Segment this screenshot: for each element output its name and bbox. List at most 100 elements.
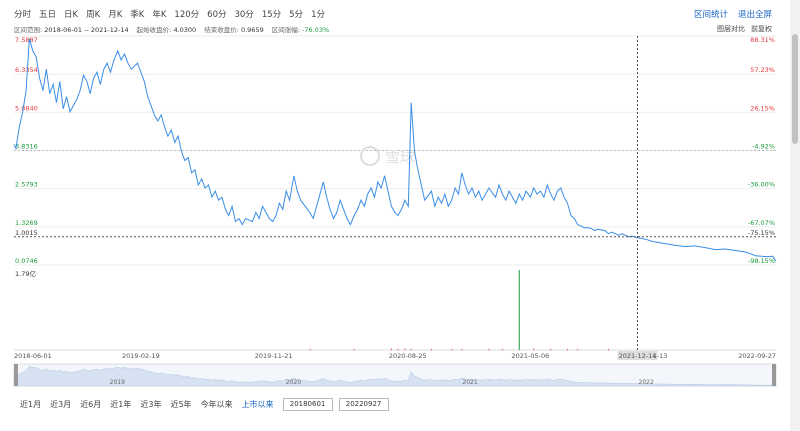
volume-bar bbox=[550, 349, 552, 350]
date-to-input[interactable]: 20220927 bbox=[338, 398, 389, 411]
pct-tick-label: 26.15% bbox=[750, 104, 775, 112]
volume-bar bbox=[404, 348, 406, 350]
change-label: 区间涨幅: bbox=[271, 26, 300, 34]
range-btn-7[interactable]: 上市以来 bbox=[241, 400, 274, 409]
price-tick-label: 1.3269 bbox=[15, 219, 38, 227]
range-btn-4[interactable]: 近3年 bbox=[140, 400, 162, 409]
volume-bar bbox=[577, 349, 579, 350]
period-tab-5[interactable]: 季K bbox=[130, 10, 145, 20]
navigator-year-label: 2020 bbox=[286, 379, 301, 386]
pct-tick-label: -67.07% bbox=[748, 219, 775, 227]
pct-tick-label: -4.92% bbox=[752, 143, 775, 151]
price-axis: 7.5887 6.3354 5.0840 3.8316 2.5793 1.3269 1.00… bbox=[15, 36, 38, 278]
navigator-area bbox=[13, 365, 777, 387]
volume-bar bbox=[309, 349, 311, 350]
period-tab-4[interactable]: 月K bbox=[108, 10, 123, 20]
period-tab-2[interactable]: 日K bbox=[64, 10, 79, 20]
period-tab-0[interactable]: 分时 bbox=[14, 10, 32, 20]
x-tick-label: 1-13 bbox=[653, 352, 668, 360]
chart-options: 图层对比 前复权 bbox=[717, 24, 772, 34]
range-info: 区间范围: 2018-06-01 -- 2021-12-14 起始收盘价: 4.… bbox=[14, 24, 329, 34]
exit-fullscreen-link[interactable]: 退出全屏 bbox=[737, 10, 772, 20]
period-tab-10[interactable]: 15分 bbox=[261, 10, 282, 20]
price-tick-label: 7.5887 bbox=[15, 36, 38, 44]
period-tab-11[interactable]: 5分 bbox=[289, 10, 304, 20]
range-value: 2018-06-01 -- 2021-12-14 bbox=[44, 26, 129, 34]
period-tab-7[interactable]: 120分 bbox=[174, 10, 200, 20]
price-tick-label: 6.3354 bbox=[15, 66, 38, 74]
period-tab-3[interactable]: 周K bbox=[86, 10, 101, 20]
crosshair bbox=[14, 36, 776, 350]
period-tabs: 分时 五日 日K 周K 月K 季K 年K 120分 60分 30分 15分 5分 1分 bbox=[14, 8, 333, 20]
volume-bar bbox=[608, 349, 610, 350]
top-links: 区间统计 退出全屏 bbox=[694, 8, 772, 20]
navigator-year-label: 2022 bbox=[639, 379, 654, 386]
x-tick-label: 2019-11-21 bbox=[255, 352, 293, 360]
change-value: -76.03% bbox=[302, 26, 330, 34]
price-tick-label: 3.8316 bbox=[15, 143, 38, 151]
range-btn-3[interactable]: 近1年 bbox=[110, 400, 132, 409]
volume-bar bbox=[390, 348, 392, 350]
start-price-value: 4.0300 bbox=[173, 26, 197, 34]
period-tab-6[interactable]: 年K bbox=[152, 10, 167, 20]
volume-bar bbox=[397, 349, 399, 350]
price-tick-label: 0.0746 bbox=[15, 257, 38, 265]
period-tab-8[interactable]: 60分 bbox=[207, 10, 227, 20]
x-tick-label: 2020-08-25 bbox=[389, 352, 427, 360]
x-tick-label: 2019-02-19 bbox=[122, 352, 160, 360]
watermark-text: 雪球 bbox=[385, 148, 415, 166]
fq-toggle[interactable]: 前复权 bbox=[751, 25, 772, 33]
pct-tick-label: 88.31% bbox=[750, 36, 775, 44]
pct-tick-label: 57.23% bbox=[750, 66, 775, 74]
period-tab-9[interactable]: 30分 bbox=[234, 10, 254, 20]
pct-tick-label: -75.15% bbox=[748, 229, 775, 237]
date-from-input[interactable]: 20180601 bbox=[282, 398, 333, 411]
price-tick-label: 5.0840 bbox=[15, 104, 38, 112]
pct-tick-label: -98.15% bbox=[748, 257, 775, 265]
volume-bar bbox=[533, 348, 535, 350]
volume-bar bbox=[518, 270, 520, 350]
volume-bar bbox=[410, 349, 412, 350]
price-line bbox=[13, 38, 777, 262]
range-btn-0[interactable]: 近1月 bbox=[20, 400, 42, 409]
watermark-logo-icon bbox=[360, 146, 380, 166]
crosshair-date-bg bbox=[617, 351, 658, 360]
range-stats-link[interactable]: 区间统计 bbox=[693, 10, 728, 20]
scrollbar-thumb[interactable] bbox=[792, 34, 798, 144]
volume-bar bbox=[567, 349, 569, 350]
range-label: 区间范围: bbox=[14, 26, 43, 34]
x-tick-label: 2022-09-27 bbox=[738, 352, 776, 360]
range-btn-6[interactable]: 今年以来 bbox=[200, 400, 233, 409]
layer-compare-button[interactable]: 图层对比 bbox=[717, 25, 745, 33]
x-tick-label: 2021-12-14 bbox=[619, 352, 657, 360]
page-scrollbar[interactable] bbox=[790, 0, 800, 431]
navigator-year-label: 2019 bbox=[110, 379, 125, 386]
range-btn-2[interactable]: 近6月 bbox=[80, 400, 102, 409]
volume-bar bbox=[353, 349, 355, 350]
x-tick-label: 2021-05-06 bbox=[511, 352, 549, 360]
volume-bar bbox=[501, 349, 503, 350]
pct-tick-label: -36.00% bbox=[748, 181, 775, 189]
volume-bar bbox=[451, 349, 453, 350]
volume-bar bbox=[461, 349, 463, 350]
navigator[interactable]: 2019 2020 2021 2022 bbox=[13, 363, 777, 387]
period-tab-12[interactable]: 1分 bbox=[311, 10, 325, 20]
navigator-year-label: 2021 bbox=[462, 379, 477, 386]
end-price-value: 0.9659 bbox=[240, 26, 264, 34]
grid bbox=[14, 35, 776, 351]
watermark: 雪球 bbox=[360, 146, 415, 166]
x-axis: 2018-06-01 2019-02-19 2019-11-21 2020-08-25… bbox=[14, 351, 776, 360]
start-price-label: 起始收盘价: bbox=[136, 26, 172, 34]
period-tab-1[interactable]: 五日 bbox=[39, 10, 57, 20]
volume-bar bbox=[488, 349, 490, 350]
volume-bars bbox=[309, 270, 638, 350]
navigator-right-handle bbox=[772, 364, 776, 386]
volume-bar bbox=[430, 349, 432, 350]
volume-max-label: 1.79亿 bbox=[15, 269, 36, 278]
price-tick-label: 2.5793 bbox=[15, 181, 38, 189]
percent-axis: 88.31% 57.23% 26.15% -4.92% -36.00% -67.07% -7… bbox=[748, 36, 775, 265]
range-btn-1[interactable]: 近3月 bbox=[50, 400, 72, 409]
range-shortcuts: 近1月 近3月 近6月 近1年 近3年 近5年 今年以来 上市以来 20180601 202209… bbox=[20, 398, 395, 411]
range-btn-5[interactable]: 近5年 bbox=[170, 400, 192, 409]
